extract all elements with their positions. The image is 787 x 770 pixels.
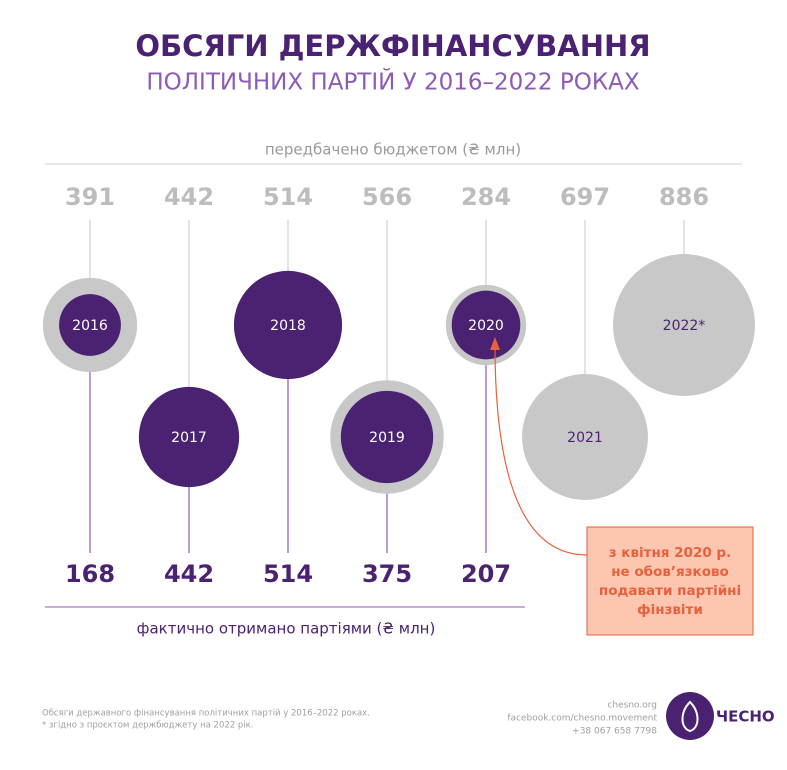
annotation-line: з квітня 2020 р. <box>609 545 731 561</box>
received-value: 514 <box>263 560 313 588</box>
received-bubble <box>233 270 343 380</box>
footnote: Обсяги державного фінансування політични… <box>42 709 370 719</box>
logo-mark <box>666 692 714 740</box>
received-bubble <box>340 390 434 484</box>
planned-value: 284 <box>461 183 511 211</box>
contact: chesno.org <box>607 701 657 711</box>
annotation-line: фінзвіти <box>637 602 703 618</box>
logo-text: ЧЕСНО <box>716 708 775 726</box>
year-label: 2022* <box>663 318 706 334</box>
annotation-box <box>586 526 754 636</box>
planned-value: 697 <box>560 183 610 211</box>
planned-value: 514 <box>263 183 313 211</box>
contact: facebook.com/chesno.movement <box>507 714 657 724</box>
planned-value: 442 <box>164 183 214 211</box>
annotation-line: не обов’язково <box>611 564 729 580</box>
received-bubble <box>59 294 121 356</box>
logo-icon <box>681 700 699 733</box>
planned-bubble <box>613 254 755 396</box>
planned-value: 566 <box>362 183 412 211</box>
received-bubble <box>138 386 240 488</box>
planned-bubble <box>522 374 648 500</box>
arrow-head <box>490 337 500 350</box>
annotation-arrow <box>494 344 588 556</box>
legend-received: фактично отримано партіями (₴ млн) <box>137 620 436 638</box>
received-value: 375 <box>362 560 412 588</box>
year-label: 2021 <box>567 430 603 446</box>
planned-value: 391 <box>65 183 115 211</box>
footnote: * згідно з проєктом держбюджету на 2022 … <box>42 721 253 731</box>
received-value: 442 <box>164 560 214 588</box>
annotation: з квітня 2020 р. не обов’язково подавати п… <box>599 545 741 618</box>
contact: +38 067 658 7798 <box>572 727 657 737</box>
footer: Обсяги державного фінансування політични… <box>42 701 657 737</box>
legend-planned: передбачено бюджетом (₴ млн) <box>265 141 521 159</box>
received-value: 207 <box>461 560 511 588</box>
year-label: 2016 <box>72 318 108 334</box>
received-value: 168 <box>65 560 115 588</box>
chart-subtitle: ПОЛІТИЧНИХ ПАРТІЙ У 2016–2022 РОКАХ <box>146 68 640 96</box>
year-label: 2020 <box>468 318 504 334</box>
annotation-line: подавати партійні <box>599 583 741 599</box>
year-label: 2019 <box>369 430 405 446</box>
chart-title: ОБСЯГИ ДЕРЖФІНАНСУВАННЯ <box>135 29 650 63</box>
received-bubble <box>451 290 521 360</box>
year-label: 2017 <box>171 430 207 446</box>
plot: 2016 391 168 2017 442 442 2018 514 514 2019 566 375… <box>42 183 755 588</box>
year-label: 2018 <box>270 318 306 334</box>
planned-value: 886 <box>659 183 709 211</box>
